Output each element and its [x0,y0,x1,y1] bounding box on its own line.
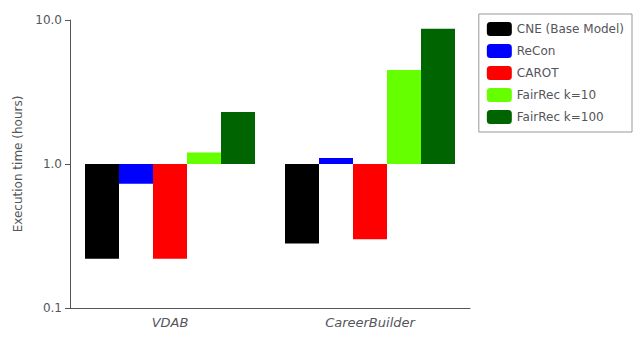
svg-text:CNE (Base Model): CNE (Base Model) [517,22,624,36]
svg-text:FairRec k=10: FairRec k=10 [517,88,596,102]
svg-text:VDAB: VDAB [152,315,189,330]
svg-text:Execution time (hours): Execution time (hours) [11,96,25,233]
svg-text:10.0: 10.0 [35,13,62,27]
svg-text:1.0: 1.0 [43,157,62,171]
svg-text:ReCon: ReCon [517,44,556,58]
svg-text:CareerBuilder: CareerBuilder [325,315,416,330]
svg-text:CAROT: CAROT [517,66,559,80]
svg-text:0.1: 0.1 [43,301,62,315]
svg-text:FairRec k=100: FairRec k=100 [517,110,604,124]
